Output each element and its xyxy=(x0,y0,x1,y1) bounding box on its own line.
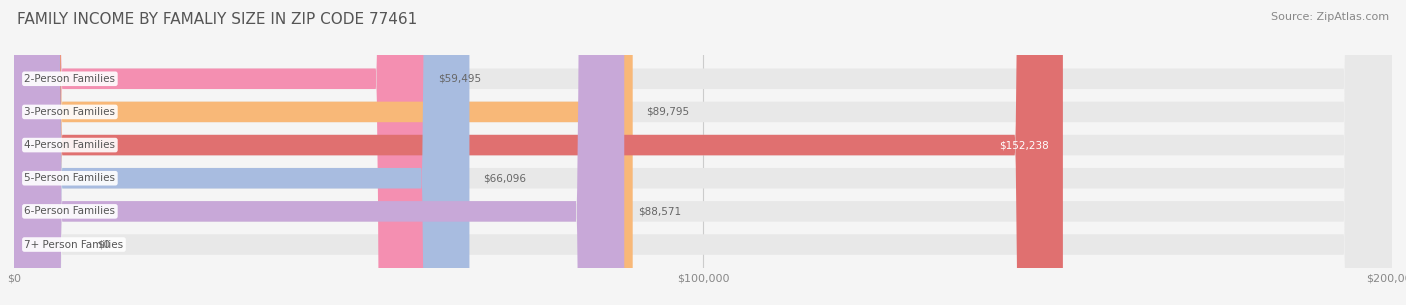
Text: $152,238: $152,238 xyxy=(1000,140,1049,150)
Text: $59,495: $59,495 xyxy=(437,74,481,84)
FancyBboxPatch shape xyxy=(14,0,1392,305)
Text: Source: ZipAtlas.com: Source: ZipAtlas.com xyxy=(1271,12,1389,22)
Text: $0: $0 xyxy=(97,239,110,249)
Text: 5-Person Families: 5-Person Families xyxy=(24,173,115,183)
FancyBboxPatch shape xyxy=(14,0,1392,305)
FancyBboxPatch shape xyxy=(14,0,633,305)
Text: 6-Person Families: 6-Person Families xyxy=(24,206,115,216)
FancyBboxPatch shape xyxy=(14,0,1392,305)
FancyBboxPatch shape xyxy=(14,0,470,305)
FancyBboxPatch shape xyxy=(14,0,1063,305)
FancyBboxPatch shape xyxy=(14,0,1392,305)
Text: 3-Person Families: 3-Person Families xyxy=(24,107,115,117)
Text: 4-Person Families: 4-Person Families xyxy=(24,140,115,150)
Text: $89,795: $89,795 xyxy=(647,107,689,117)
Text: $66,096: $66,096 xyxy=(484,173,526,183)
FancyBboxPatch shape xyxy=(14,0,1392,305)
Text: 7+ Person Families: 7+ Person Families xyxy=(24,239,124,249)
FancyBboxPatch shape xyxy=(14,0,1392,305)
Text: 2-Person Families: 2-Person Families xyxy=(24,74,115,84)
Text: FAMILY INCOME BY FAMALIY SIZE IN ZIP CODE 77461: FAMILY INCOME BY FAMALIY SIZE IN ZIP COD… xyxy=(17,12,418,27)
FancyBboxPatch shape xyxy=(14,0,425,305)
Text: $88,571: $88,571 xyxy=(638,206,681,216)
FancyBboxPatch shape xyxy=(14,0,624,305)
